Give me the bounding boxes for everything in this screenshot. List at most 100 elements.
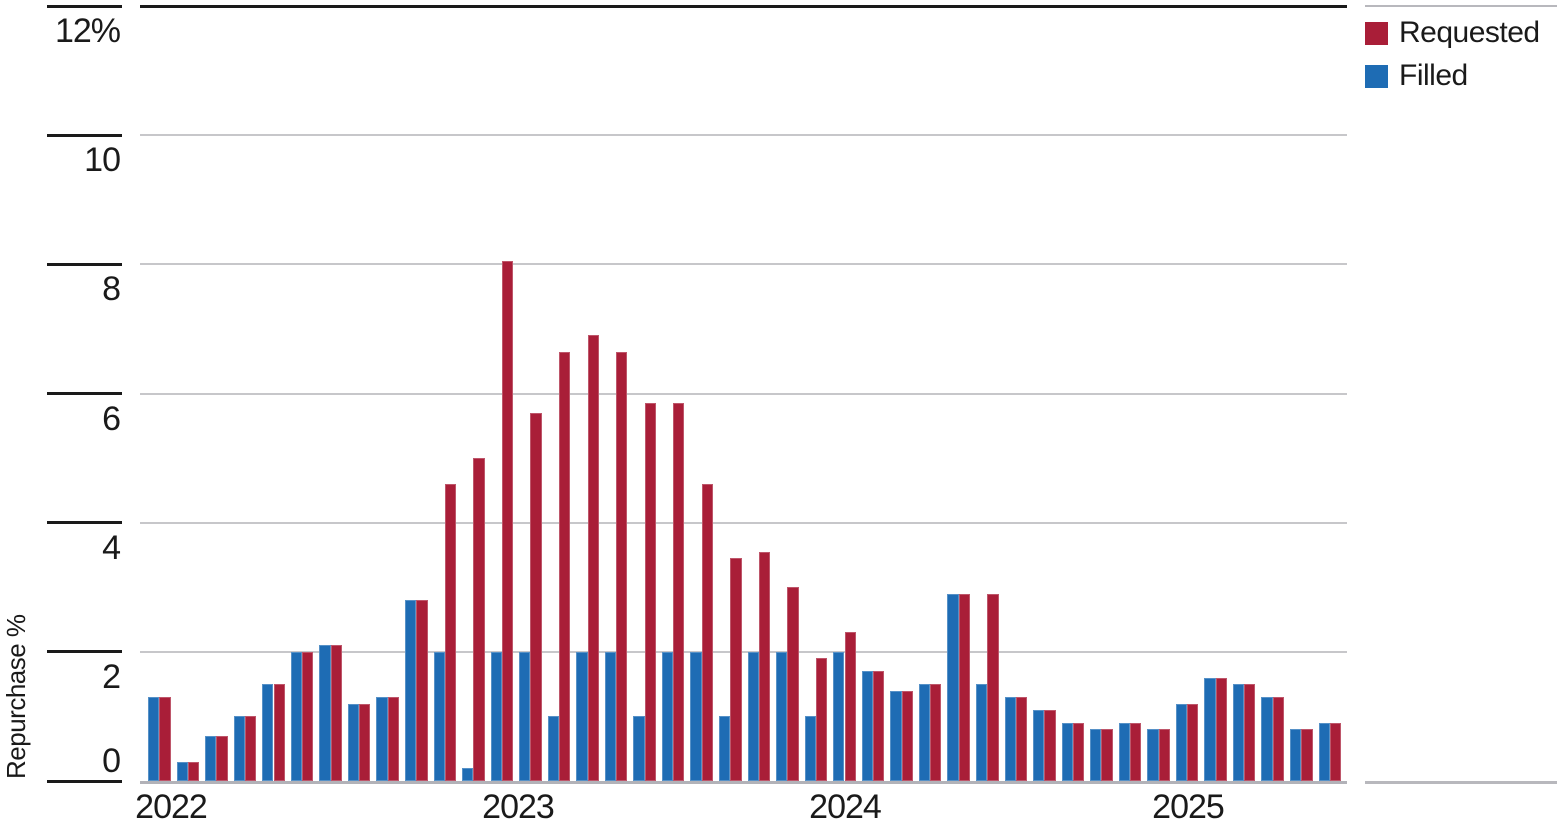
x-axis-year-label: 2025 (1152, 788, 1225, 826)
bar-filled (1061, 722, 1073, 781)
bar-requested (1329, 722, 1342, 781)
bar-filled (205, 735, 217, 781)
bar-requested (530, 412, 542, 781)
y-axis-tick (47, 779, 122, 783)
bar-filled (804, 716, 816, 781)
legend-top-rule (1365, 5, 1557, 7)
bar-requested (673, 403, 685, 781)
bar-filled (833, 651, 845, 781)
legend-item-filled: Filled (1365, 61, 1468, 91)
y-axis-tick-label: 10 (84, 141, 121, 180)
bar-requested (1244, 684, 1256, 781)
bar-filled (1261, 697, 1273, 781)
bar-requested (330, 645, 342, 781)
bar-requested (873, 671, 885, 781)
gridline (140, 134, 1347, 137)
bar-filled (547, 716, 559, 781)
bar-filled (319, 645, 331, 781)
bar-requested (958, 593, 970, 781)
bar-requested (815, 658, 828, 781)
y-axis-tick (47, 650, 122, 654)
bar-requested (1301, 729, 1313, 781)
bar-requested (644, 403, 656, 781)
y-axis-tick-label: 4 (102, 528, 121, 567)
legend-label-requested: Requested (1399, 16, 1540, 49)
bar-filled (1232, 684, 1245, 781)
bar-filled (633, 716, 645, 781)
bar-requested (387, 697, 399, 781)
bar-requested (701, 483, 714, 781)
bar-filled (861, 671, 874, 781)
y-axis-tick-label: 8 (102, 270, 121, 309)
gridline (140, 263, 1347, 266)
bar-requested (302, 651, 314, 781)
bar-filled (433, 651, 445, 781)
bar-filled (975, 684, 988, 781)
bar-filled (747, 651, 759, 781)
x-axis-line (140, 781, 1347, 784)
bar-requested (1072, 722, 1085, 781)
bar-filled (890, 690, 902, 781)
y-axis-tick (47, 133, 122, 137)
bar-requested (616, 351, 628, 781)
y-axis-tick (47, 392, 122, 395)
y-axis-tick (47, 4, 122, 8)
bar-requested (1015, 697, 1028, 781)
y-axis-tick-label: 2 (102, 657, 121, 696)
bar-requested (1215, 677, 1227, 781)
bar-requested (1044, 709, 1056, 781)
bar-requested (444, 483, 457, 781)
bar-filled (690, 651, 702, 781)
bar-filled (376, 697, 388, 781)
filled-swatch-icon (1365, 64, 1388, 88)
y-axis-tick (47, 521, 122, 525)
gridline (140, 521, 1347, 524)
bar-requested (1101, 729, 1113, 781)
legend-bottom-rule (1365, 781, 1557, 784)
bar-filled (233, 716, 245, 781)
bar-filled (661, 651, 674, 781)
bar-filled (1090, 729, 1102, 781)
bar-requested (930, 684, 942, 781)
bar-requested (844, 632, 856, 781)
bar-filled (519, 651, 531, 781)
bar-requested (559, 351, 571, 781)
x-axis-year-label: 2022 (135, 788, 208, 826)
gridline (140, 650, 1347, 653)
bar-requested (787, 587, 799, 781)
bar-requested (758, 551, 771, 781)
bar-filled (776, 651, 788, 781)
bar-filled (947, 593, 959, 781)
y-axis-tick-label: 12% (54, 12, 121, 50)
y-axis-tick (47, 262, 122, 266)
bar-requested (1272, 697, 1285, 781)
bar-requested (216, 735, 228, 781)
bar-requested (1187, 703, 1199, 781)
y-axis-tick-label: 0 (102, 742, 121, 780)
bar-filled (604, 651, 617, 781)
bar-requested (501, 261, 514, 781)
bar-filled (1118, 722, 1130, 781)
bar-requested (244, 716, 257, 781)
plot-top-border (140, 4, 1347, 8)
requested-swatch-icon (1365, 21, 1388, 45)
bar-filled (490, 651, 502, 781)
bar-filled (1147, 729, 1159, 781)
bar-filled (148, 697, 160, 781)
bar-filled (262, 684, 274, 781)
bar-requested (159, 697, 171, 781)
bar-requested (473, 458, 485, 781)
bar-filled (1290, 729, 1302, 781)
bar-filled (404, 600, 417, 781)
x-axis-year-label: 2024 (809, 788, 882, 826)
x-axis-year-label: 2023 (482, 788, 555, 826)
bar-requested (987, 593, 999, 781)
legend-label-filled: Filled (1399, 59, 1468, 92)
bar-filled (347, 703, 360, 781)
bar-filled (918, 684, 931, 781)
bar-requested (416, 600, 428, 781)
bar-requested (1158, 729, 1170, 781)
bar-requested (730, 558, 742, 781)
bar-requested (273, 684, 285, 781)
